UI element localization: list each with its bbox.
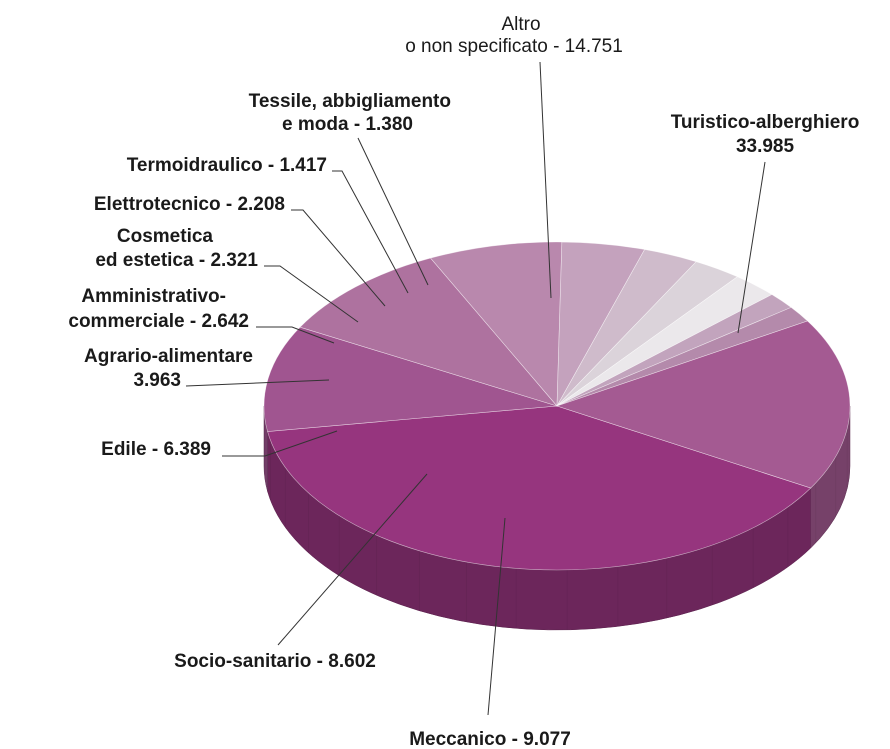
leader-line-5: [185, 379, 330, 387]
slice-label-10-line-1: Tessile, abbigliamento: [249, 91, 451, 112]
leader-line-6: [256, 326, 335, 344]
slice-label-5-line-2: 3.963: [133, 370, 181, 391]
slice-label-10-line-2: e moda - 1.380: [282, 114, 413, 135]
slice-label-2-line-1: Meccanico - 9.077: [409, 729, 571, 749]
pie-slices: [263, 241, 851, 571]
slice-label-7-line-2: ed estetica - 2.321: [95, 250, 258, 271]
slice-label-3-line-1: Socio-sanitario - 8.602: [174, 651, 376, 672]
pie-slice-4: [430, 241, 563, 407]
leader-line-7: [264, 265, 359, 323]
leader-line-1: [737, 161, 766, 334]
leader-line-10: [357, 137, 429, 286]
pie-slice-11: [556, 320, 851, 489]
leader-line-9: [332, 170, 409, 294]
slice-label-4-line-1: Edile - 6.389: [101, 439, 211, 460]
slice-label-1-line-1: Turistico-alberghiero: [671, 112, 860, 133]
leader-lines: [185, 61, 766, 716]
slice-label-1-line-2: 33.985: [736, 136, 795, 157]
pie-side-walls: [263, 405, 851, 631]
pie-slice-3: [299, 257, 558, 407]
slice-label-7-line-1: Cosmetica: [117, 226, 214, 247]
slice-label-6-line-2: commerciale - 2.642: [68, 311, 249, 332]
slice-label-6-line-1: Amministrativo-: [81, 286, 226, 307]
slice-label-8-line-1: Elettrotecnico - 2.208: [94, 194, 285, 215]
slice-label-11-line-1: Altro: [501, 14, 540, 35]
pie-slice-2: [263, 326, 558, 432]
leader-line-8: [291, 209, 386, 307]
leader-line-3: [277, 473, 428, 646]
leader-line-11: [539, 61, 552, 299]
slice-label-11-line-2: o non specificato - 14.751: [405, 36, 623, 57]
leader-line-4: [222, 430, 338, 457]
slice-labels: Turistico-alberghiero 33.985 Meccanico - 9…: [68, 14, 859, 749]
leader-line-2: [487, 517, 506, 716]
slice-label-9-line-1: Termoidraulico - 1.417: [127, 155, 327, 176]
slice-label-5-line-1: Agrario-alimentare: [84, 346, 253, 367]
pie-slice-1: [267, 405, 812, 571]
